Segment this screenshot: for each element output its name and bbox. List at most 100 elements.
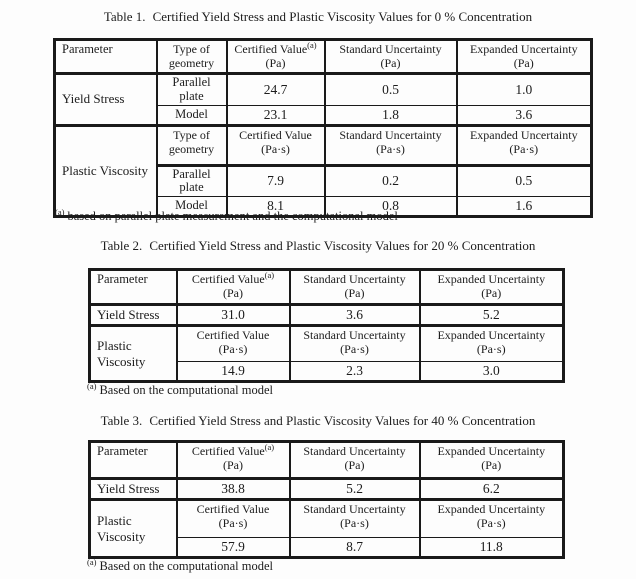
certified-value-cell: 57.9 [175, 537, 291, 558]
header-text: Certified Value [196, 328, 270, 342]
header-unit: (Pa) [223, 458, 243, 473]
certified-value-cell: 24.7 [225, 73, 326, 106]
header-unit: (Pa) [481, 286, 502, 301]
footnote-text: Based on the computational model [99, 559, 274, 573]
header-text: Certified Value [191, 444, 265, 458]
table-row: Yield Stress Parallel plate 24.7 0.5 1.0 [53, 73, 593, 127]
subheader-standard-uncertainty: Standard Uncertainty (Pa·s) [288, 499, 421, 538]
header-text: Certified Value [196, 502, 270, 516]
header-line: Certified Value(a) [181, 271, 286, 286]
table-1-title: Table 1. Certified Yield Stress and Plast… [0, 9, 636, 25]
header-text: Standard Uncertainty [303, 502, 406, 516]
header-certified-value: Certified Value(a) (Pa) [175, 441, 291, 480]
standard-uncertainty-cell: 8.7 [288, 537, 421, 558]
header-unit: (Pa·s) [261, 141, 290, 156]
label-plastic-viscosity: Plastic Viscosity [88, 499, 178, 558]
subheader-expanded-uncertainty: Expanded Uncertainty (Pa·s) [418, 325, 565, 362]
standard-uncertainty-cell: 0.2 [323, 164, 458, 197]
header-unit: (Pa) [344, 286, 365, 301]
certified-value-cell: 7.9 [225, 164, 326, 197]
expanded-uncertainty-cell: 11.8 [418, 537, 565, 558]
header-text: Certified Value [234, 42, 308, 56]
header-standard-uncertainty: Standard Uncertainty (Pa) [288, 441, 421, 480]
header-text: Standard Uncertainty [303, 444, 406, 458]
footnote-marker-superscript: (a) [55, 206, 65, 217]
header-expanded-uncertainty: Expanded Uncertainty (Pa) [418, 441, 565, 480]
expanded-uncertainty-cell: 5.2 [418, 304, 565, 327]
table-3-title-label: Table 3. [100, 413, 143, 428]
footnote-marker-superscript: (a) [307, 40, 317, 50]
header-text: Standard Uncertainty [339, 127, 442, 142]
header-certified-value: Certified Value(a) (Pa) [175, 269, 291, 306]
header-text: Standard Uncertainty [339, 42, 442, 56]
table-row: Yield Stress 31.0 3.6 5.2 [88, 304, 565, 327]
geometry-cell: Model [155, 104, 228, 127]
header-unit: (Pa·s) [218, 342, 248, 357]
footnote-marker-superscript: (a) [87, 556, 97, 567]
label-plastic-viscosity: Plastic Viscosity [88, 325, 178, 382]
table-3-title-text: Certified Yield Stress and Plastic Visco… [149, 413, 536, 428]
subheader-expanded-uncertainty: Expanded Uncertainty (Pa·s) [455, 124, 593, 167]
table-3-footnote: (a) Based on the computational model [87, 556, 274, 574]
expanded-uncertainty-cell: 1.6 [455, 196, 593, 217]
footnote-text: based on parallel plate measurement and … [67, 209, 398, 223]
standard-uncertainty-cell: 0.8 [323, 196, 458, 217]
header-unit: (Pa·s) [509, 141, 539, 156]
table-2: Parameter Certified Value(a) (Pa) Standa… [88, 268, 565, 383]
footnote-marker-superscript: (a) [264, 442, 275, 452]
standard-uncertainty-cell: 1.8 [323, 104, 458, 127]
subheader-certified-value: Certified Value (Pa·s) [225, 124, 326, 167]
header-parameter: Parameter [88, 441, 178, 480]
standard-uncertainty-cell: 5.2 [288, 478, 421, 501]
header-unit: (Pa·s) [218, 516, 248, 531]
header-text: Expanded Uncertainty [437, 444, 546, 458]
table-2-title-label: Table 2. [100, 238, 143, 253]
certified-value-cell: 8.1 [225, 196, 326, 217]
header-standard-uncertainty: Standard Uncertainty (Pa) [323, 39, 458, 75]
header-parameter: Parameter [53, 39, 158, 75]
expanded-uncertainty-cell: 3.0 [418, 361, 565, 382]
label-yield-stress: Yield Stress [88, 304, 178, 327]
subheader-standard-uncertainty: Standard Uncertainty (Pa·s) [288, 325, 421, 362]
table-row: Plastic Viscosity Certified Value (Pa·s)… [88, 325, 565, 382]
table-row: Model 23.1 1.8 3.6 [55, 104, 593, 127]
table-row: Model 8.1 0.8 1.6 [55, 196, 593, 217]
footnote-marker-superscript: (a) [87, 380, 97, 391]
certified-value-cell: 31.0 [175, 304, 291, 327]
table-1-title-text: Certified Yield Stress and Plastic Visco… [152, 9, 533, 24]
header-parameter: Parameter [88, 269, 178, 306]
header-unit: (Pa·s) [376, 141, 405, 156]
standard-uncertainty-cell: 0.5 [323, 73, 458, 106]
header-expanded-uncertainty: Expanded Uncertainty (Pa) [418, 269, 565, 306]
table-3: Parameter Certified Value(a) (Pa) Standa… [88, 440, 565, 559]
table-row: Parameter Certified Value(a) (Pa) Standa… [88, 269, 565, 306]
geometry-cell: Parallel plate [155, 164, 228, 197]
table-row: Parameter Type of geometry Certified Val… [53, 39, 593, 75]
table-2-footnote: (a) Based on the computational model [87, 380, 273, 398]
label-plastic-viscosity: Plastic Viscosity [53, 124, 158, 217]
expanded-uncertainty-cell: 1.0 [455, 73, 593, 106]
header-text: Certified Value [191, 272, 265, 286]
header-text: Certified Value [239, 127, 312, 142]
header-text: Expanded Uncertainty [437, 328, 546, 342]
header-type-of-geometry: Type of geometry [155, 39, 228, 75]
table-row: 57.9 8.7 11.8 [90, 537, 565, 558]
certified-value-cell: 14.9 [175, 361, 291, 382]
header-unit: (Pa) [265, 56, 286, 71]
subheader-certified-value: Certified Value (Pa·s) [175, 325, 291, 362]
table-1: Parameter Type of geometry Certified Val… [53, 38, 593, 218]
header-unit: (Pa) [481, 458, 502, 473]
header-unit: (Pa) [344, 458, 365, 473]
header-text: Expanded Uncertainty [469, 127, 578, 142]
header-unit: (Pa·s) [340, 516, 369, 531]
table-row: Parameter Certified Value(a) (Pa) Standa… [88, 441, 565, 480]
header-line: Certified Value(a) [181, 442, 286, 458]
subheader-expanded-uncertainty: Expanded Uncertainty (Pa·s) [418, 499, 565, 538]
header-line: Certified Value(a) [231, 40, 321, 56]
expanded-uncertainty-cell: 6.2 [418, 478, 565, 501]
geometry-cell: Model [155, 196, 228, 217]
table-row: Plastic Viscosity Type of geometry Certi… [53, 124, 593, 217]
table-1-title-label: Table 1. [103, 9, 146, 24]
header-certified-value: Certified Value(a) (Pa) [225, 39, 326, 75]
